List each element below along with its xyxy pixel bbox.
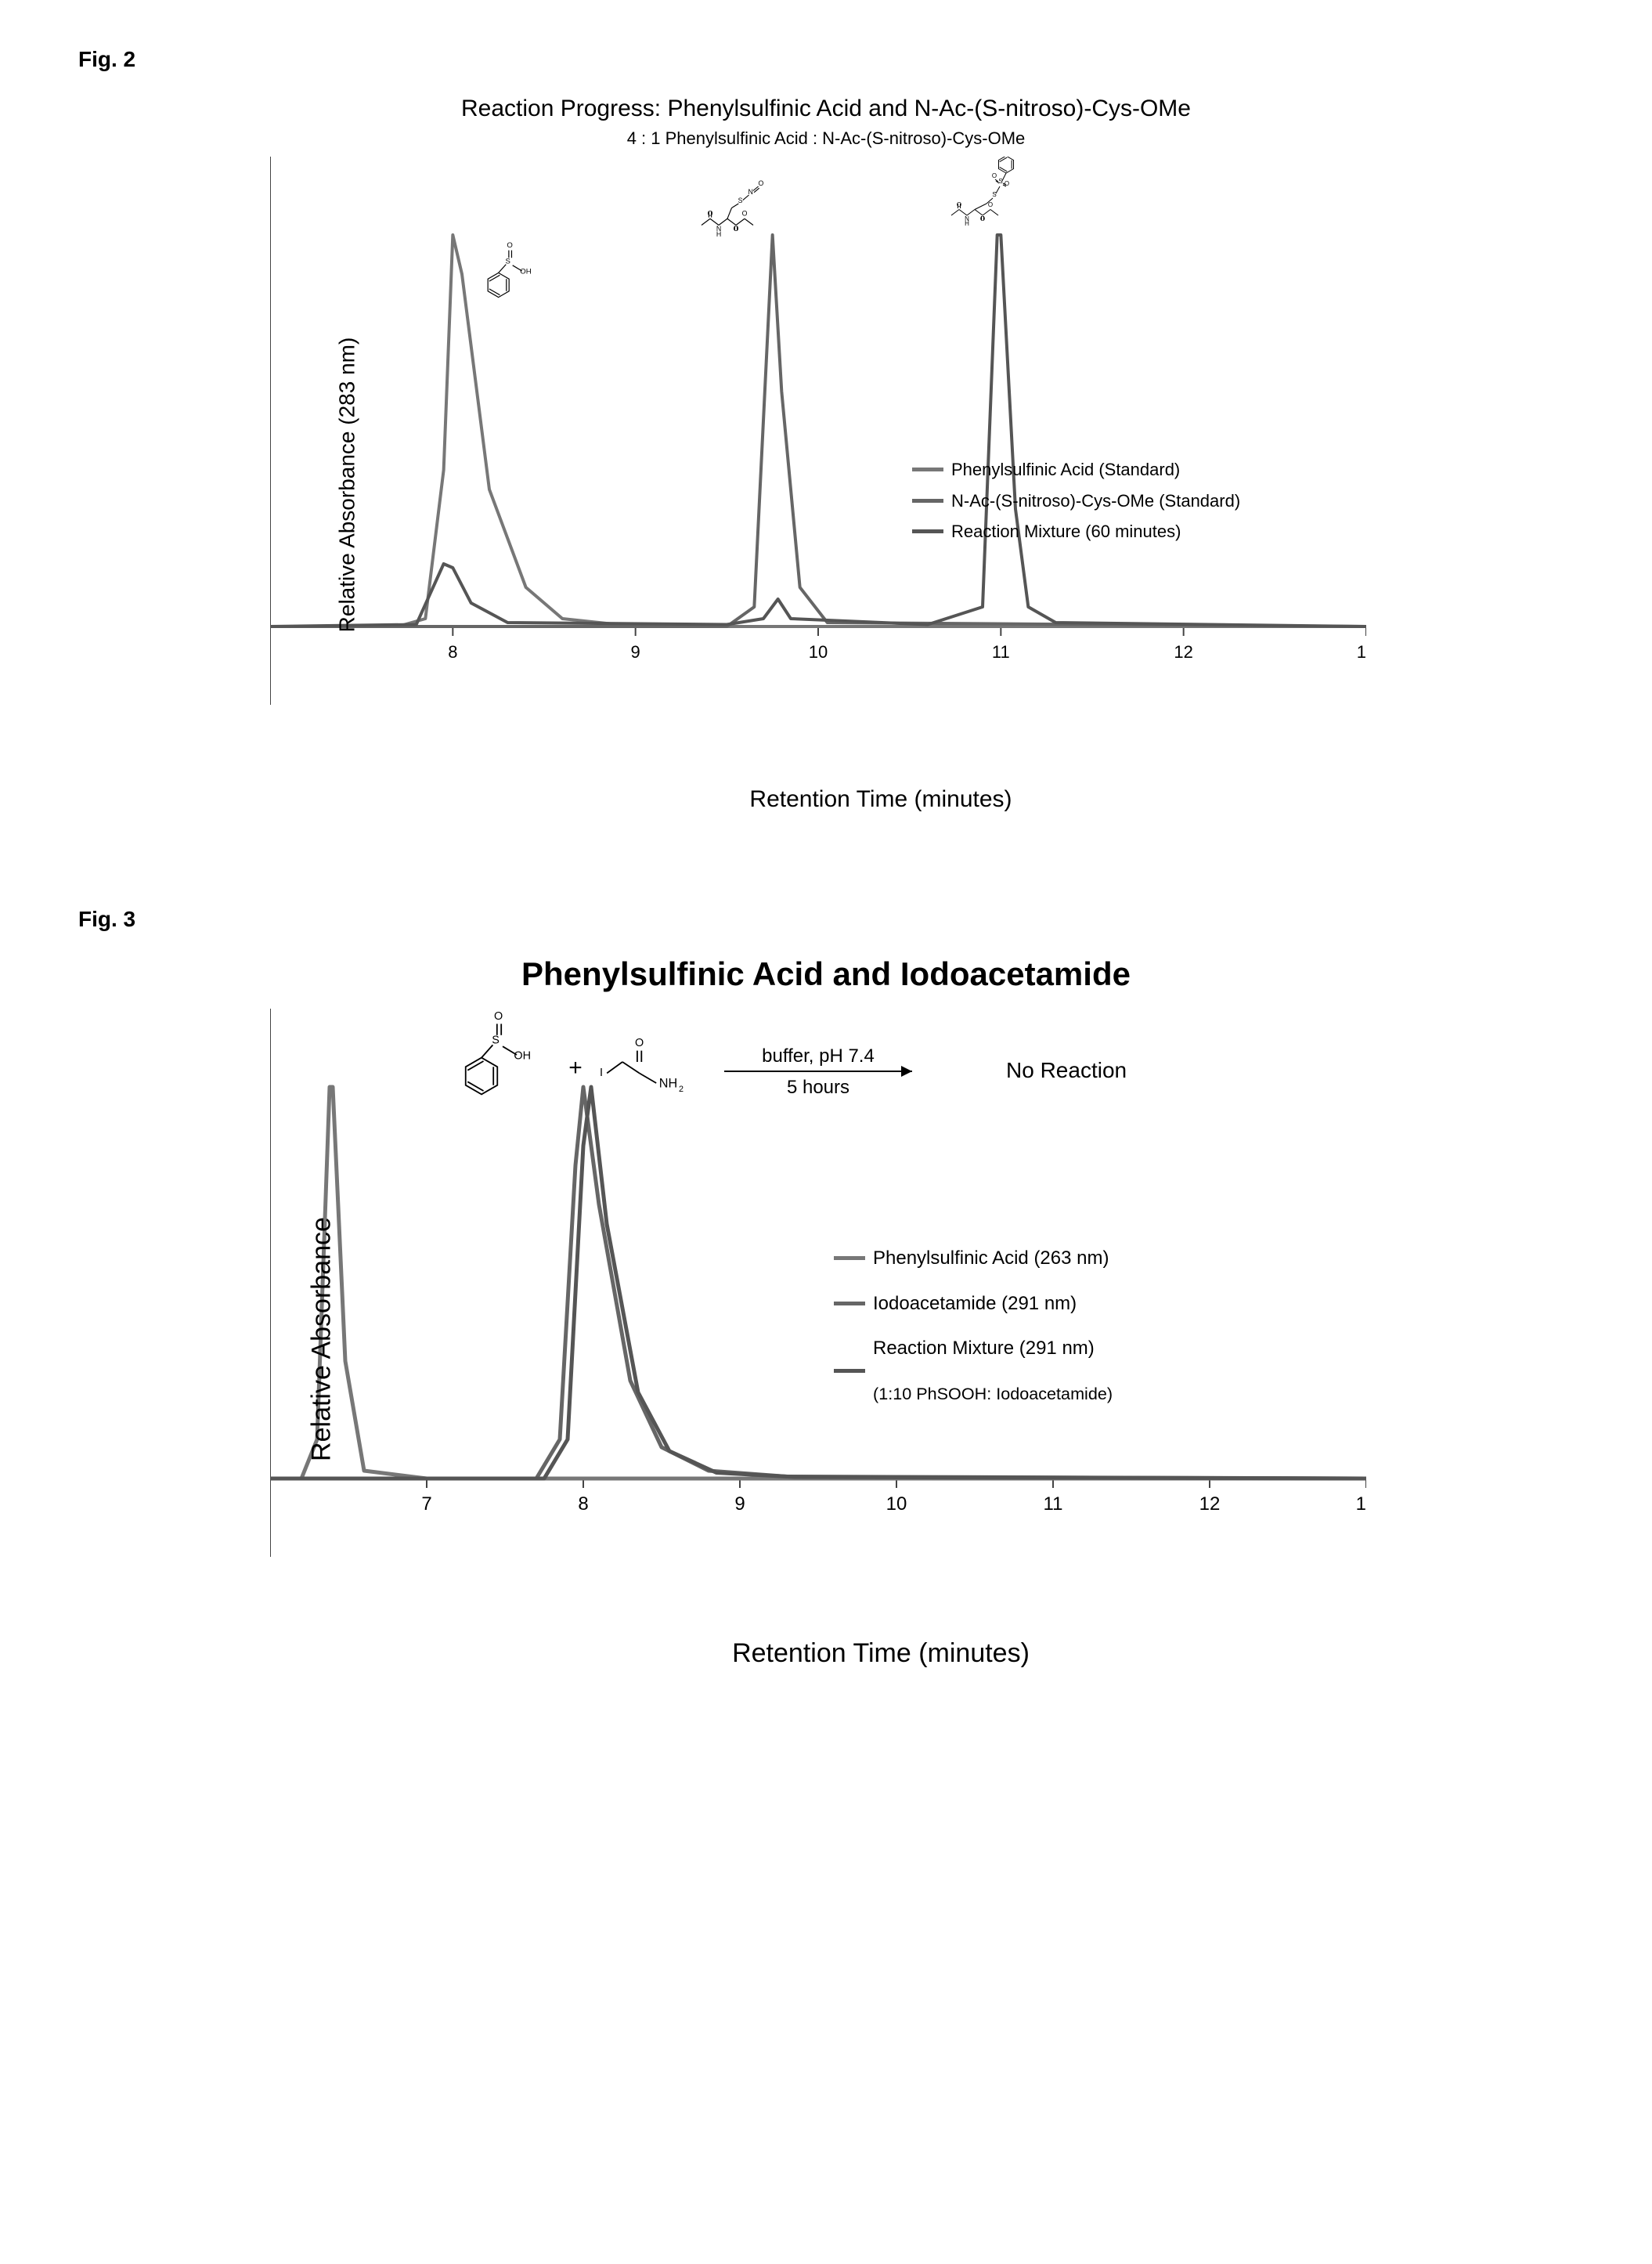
svg-text:2: 2 — [679, 1085, 684, 1094]
svg-text:12: 12 — [1199, 1493, 1221, 1515]
svg-text:H: H — [965, 220, 969, 227]
svg-text:11: 11 — [1044, 1493, 1063, 1515]
svg-text:S: S — [998, 178, 1002, 185]
svg-text:9: 9 — [734, 1493, 745, 1515]
fig2-legend: Phenylsulfinic Acid (Standard)N-Ac-(S-ni… — [912, 454, 1240, 547]
legend-swatch — [912, 529, 943, 533]
svg-text:O: O — [742, 209, 748, 217]
legend-swatch — [912, 468, 943, 471]
svg-text:OH: OH — [520, 268, 531, 276]
fig3-xlabel: Retention Time (minutes) — [270, 1638, 1491, 1669]
svg-text:8: 8 — [448, 642, 457, 662]
legend-item: Phenylsulfinic Acid (263 nm) — [834, 1236, 1113, 1281]
legend-item: Reaction Mixture (60 minutes) — [912, 516, 1240, 547]
fig3-ylabel: Relative Absorbance — [306, 1217, 337, 1461]
fig2-title: Reaction Progress: Phenylsulfinic Acid a… — [161, 96, 1491, 122]
fig3-svg: -0.200.20.40.60.811.278910111213SOOH+ION… — [270, 1009, 1366, 1604]
legend-swatch — [912, 499, 943, 503]
svg-text:O: O — [980, 215, 985, 222]
svg-text:O: O — [758, 179, 763, 187]
svg-text:13: 13 — [1356, 1493, 1366, 1515]
svg-text:O: O — [734, 225, 739, 233]
legend-item: N-Ac-(S-nitroso)-Cys-OMe (Standard) — [912, 486, 1240, 517]
svg-text:8: 8 — [578, 1493, 588, 1515]
svg-text:13: 13 — [1357, 642, 1366, 662]
svg-text:I: I — [600, 1067, 603, 1079]
fig3-chart: Phenylsulfinic Acid and Iodoacetamide Re… — [161, 955, 1491, 1669]
svg-text:11: 11 — [992, 642, 1010, 662]
legend-label: Phenylsulfinic Acid (Standard) — [951, 454, 1180, 486]
legend-label: Phenylsulfinic Acid (263 nm) — [873, 1236, 1109, 1281]
svg-text:O: O — [507, 241, 512, 250]
svg-text:NH: NH — [659, 1076, 677, 1090]
legend-item: Phenylsulfinic Acid (Standard) — [912, 454, 1240, 486]
svg-text:10: 10 — [809, 642, 828, 662]
svg-text:10: 10 — [886, 1493, 907, 1515]
svg-text:O: O — [992, 172, 997, 179]
legend-swatch — [834, 1369, 865, 1373]
svg-text:No Reaction: No Reaction — [1006, 1058, 1127, 1082]
svg-text:5 hours: 5 hours — [787, 1077, 849, 1098]
svg-text:12: 12 — [1174, 642, 1192, 662]
svg-text:S: S — [492, 1035, 500, 1047]
legend-item: Iodoacetamide (291 nm) — [834, 1281, 1113, 1327]
fig2-label: Fig. 2 — [78, 47, 1621, 72]
fig3-plot-area: Relative Absorbance -0.200.20.40.60.811.… — [270, 1009, 1491, 1669]
fig3-title: Phenylsulfinic Acid and Iodoacetamide — [161, 955, 1491, 993]
svg-text:9: 9 — [631, 642, 640, 662]
fig2-plot-area: Relative Absorbance (283 nm) -0.200.20.4… — [270, 157, 1491, 813]
svg-text:O: O — [957, 201, 961, 208]
svg-text:+: + — [568, 1055, 583, 1081]
legend-label: Reaction Mixture (60 minutes) — [951, 516, 1181, 547]
legend-label: Reaction Mixture (291 nm)(1:10 PhSOOH: I… — [873, 1326, 1113, 1416]
fig3-label: Fig. 3 — [78, 907, 1621, 932]
legend-item: Reaction Mixture (291 nm)(1:10 PhSOOH: I… — [834, 1326, 1113, 1416]
svg-text:7: 7 — [421, 1493, 431, 1515]
svg-text:OH: OH — [514, 1049, 531, 1062]
legend-swatch — [834, 1256, 865, 1260]
fig3-legend: Phenylsulfinic Acid (263 nm)Iodoacetamid… — [834, 1236, 1113, 1416]
svg-text:O: O — [635, 1037, 644, 1049]
svg-text:O: O — [988, 201, 993, 208]
svg-text:H: H — [716, 230, 721, 238]
legend-label: N-Ac-(S-nitroso)-Cys-OMe (Standard) — [951, 486, 1240, 517]
fig2-xlabel: Retention Time (minutes) — [270, 786, 1491, 813]
svg-text:O: O — [708, 209, 713, 217]
legend-label: Iodoacetamide (291 nm) — [873, 1281, 1077, 1327]
svg-text:N: N — [748, 188, 753, 196]
svg-text:S: S — [738, 197, 743, 204]
fig2-chart: Reaction Progress: Phenylsulfinic Acid a… — [161, 96, 1491, 813]
fig2-subtitle: 4 : 1 Phenylsulfinic Acid : N-Ac-(S-nitr… — [161, 128, 1491, 149]
svg-text:O: O — [494, 1010, 503, 1023]
svg-text:S: S — [992, 191, 996, 198]
fig2-ylabel: Relative Absorbance (283 nm) — [334, 338, 359, 633]
svg-text:buffer, pH 7.4: buffer, pH 7.4 — [762, 1045, 875, 1067]
svg-text:S: S — [505, 257, 510, 265]
legend-swatch — [834, 1302, 865, 1305]
